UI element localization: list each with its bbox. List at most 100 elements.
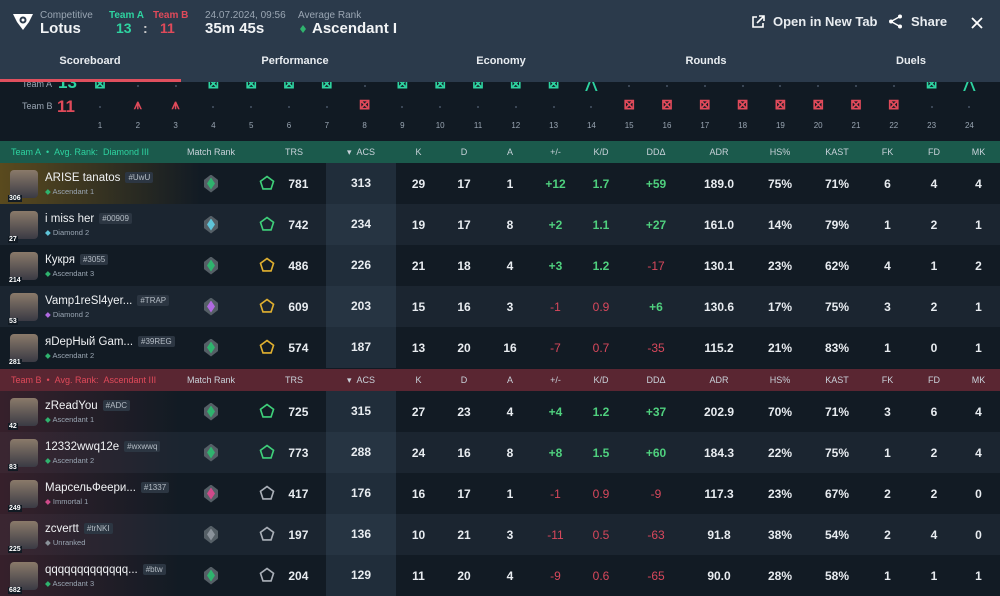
player-name[interactable]: i miss her [45,212,95,225]
tab-rounds[interactable]: Rounds [685,55,727,67]
player-info[interactable]: 281 яDepНый Gam... #39REG ◆ Ascendant 2 [0,327,180,368]
player-row[interactable]: 225 zcvertt #trNKI ◆ Unranked ⬠ 197 136 10 21 3 -1… [0,514,1000,555]
column-header[interactable]: ▾ ACS [326,147,396,158]
player-row[interactable]: 306 ARISE tanatos #UwU ◆ Ascendant 1 ⬠ 781 313… [0,163,1000,204]
column-header[interactable]: D [441,147,487,157]
tab-economy[interactable]: Economy [476,55,526,67]
round-elim-icon[interactable]: ⊠ [509,75,522,91]
column-header[interactable]: KAST [810,375,864,385]
stat-hs: 70% [767,404,793,419]
player-row[interactable]: 214 Кукря #3055 ◆ Ascendant 3 ⬠ 486 226 21 18 4 +3… [0,245,1000,286]
player-name[interactable]: zReadYou [45,399,98,412]
column-header[interactable]: Match Rank [180,375,242,385]
player-name[interactable]: яDepНый Gam... [45,335,134,348]
round-defuse-icon[interactable]: ⩚ [171,96,180,112]
column-header[interactable]: FD [911,147,957,157]
column-header[interactable]: FD [911,375,957,385]
round-elim-icon[interactable]: ⊠ [925,75,938,91]
column-header[interactable]: +/- [533,375,578,385]
player-row[interactable]: 249 МарсельФеери... #1337 ◆ Immortal 1 ⬠ 417 1… [0,473,1000,514]
player-name[interactable]: Vamp1reSl4yer... [45,294,133,307]
round-elim-icon[interactable]: ⊠ [698,96,711,112]
column-header[interactable]: +/- [533,147,578,157]
column-header[interactable]: A [487,375,533,385]
column-header[interactable]: TRS [242,375,326,385]
round-elim-icon[interactable]: ⊠ [887,96,900,112]
column-header[interactable]: A [487,147,533,157]
round-elim-icon[interactable]: ⊠ [812,96,825,112]
round-elim-icon[interactable]: ⊠ [94,75,106,91]
round-elim-icon[interactable]: ⊠ [661,96,673,112]
round-elim-icon[interactable]: ⊠ [774,96,787,112]
column-header[interactable]: MK [957,147,1000,157]
player-info[interactable]: 306 ARISE tanatos #UwU ◆ Ascendant 1 [0,163,180,204]
column-header[interactable]: TRS [242,147,326,157]
round-elim-icon[interactable]: ⊠ [320,75,333,91]
column-header[interactable]: FK [864,147,911,157]
column-header[interactable]: MK [957,375,1000,385]
player-info[interactable]: 27 i miss her #00909 ◆ Diamond 2 [0,204,180,245]
stat-k: 13 [411,340,426,355]
player-name[interactable]: zcvertt [45,522,79,535]
column-header[interactable]: KAST [810,147,864,157]
column-header-label: D [460,375,468,385]
round-elim-icon[interactable]: ⊠ [358,96,371,112]
player-row[interactable]: 53 Vamp1reSl4yer... #TRAP ◆ Diamond 2 ⬠ 609 20… [0,286,1000,327]
round-spike-icon[interactable]: ⋀ [963,75,976,91]
round-elim-icon[interactable]: ⊠ [245,75,258,91]
tab-performance[interactable]: Performance [261,55,329,67]
player-row[interactable]: 42 zReadYou #ADC ◆ Ascendant 1 ⬠ 725 315 27 23 4 +… [0,391,1000,432]
column-header[interactable]: K/D [578,147,624,157]
player-info[interactable]: 53 Vamp1reSl4yer... #TRAP ◆ Diamond 2 [0,286,180,327]
round-defuse-icon[interactable]: ⩚ [133,96,142,112]
stat-: +4 [548,404,563,419]
share-button[interactable]: Share [888,14,947,29]
column-header[interactable]: HS% [750,375,810,385]
round-spike-icon[interactable]: ⋀ [585,75,598,91]
player-name[interactable]: ARISE tanatos [45,171,121,184]
player-row[interactable]: 27 i miss her #00909 ◆ Diamond 2 ⬠ 742 234 19 17… [0,204,1000,245]
column-header[interactable]: K [396,375,441,385]
round-elim-icon[interactable]: ⊠ [283,75,295,91]
player-name[interactable]: qqqqqqqqqqqqq... [45,563,138,576]
tab-scoreboard[interactable]: Scoreboard [59,55,121,67]
column-header[interactable]: ADR [688,147,750,157]
column-header[interactable]: D [441,375,487,385]
column-header[interactable]: K/D [578,375,624,385]
column-header[interactable]: DDΔ [624,147,688,157]
player-info[interactable]: 83 12332wwq12e #wxwwq ◆ Ascendant 2 [0,432,180,473]
player-info[interactable]: 225 zcvertt #trNKI ◆ Unranked [0,514,180,555]
column-header[interactable]: Match Rank [180,147,242,157]
player-info[interactable]: 214 Кукря #3055 ◆ Ascendant 3 [0,245,180,286]
column-header[interactable]: ▾ ACS [326,375,396,386]
player-info[interactable]: 42 zReadYou #ADC ◆ Ascendant 1 [0,391,180,432]
player-row[interactable]: 281 яDepНый Gam... #39REG ◆ Ascendant 2 ⬠ 574… [0,327,1000,368]
round-elim-icon[interactable]: ⊠ [736,96,749,112]
player-name[interactable]: Кукря [45,253,75,266]
player-info[interactable]: 249 МарсельФеери... #1337 ◆ Immortal 1 [0,473,180,514]
player-name[interactable]: МарсельФеери... [45,481,136,494]
column-header[interactable]: K [396,147,441,157]
round-elim-icon[interactable]: ⊠ [434,75,447,91]
round-elim-icon[interactable]: ⊠ [850,96,862,112]
column-header[interactable]: HS% [750,147,810,157]
match-rank [180,174,242,193]
rank-icon: ◆ [45,309,53,319]
player-name[interactable]: 12332wwq12e [45,440,120,453]
tab-duels[interactable]: Duels [896,55,926,67]
round-elim-icon[interactable]: ⊠ [472,75,484,91]
player-info[interactable]: 682 qqqqqqqqqqqqq... #btw ◆ Ascendant 3 [0,555,180,596]
player-row[interactable]: 83 12332wwq12e #wxwwq ◆ Ascendant 2 ⬠ 773 288 2… [0,432,1000,473]
stat-adr: 161.0 [703,217,735,232]
open-in-new-tab-button[interactable]: Open in New Tab [751,14,878,29]
round-elim-icon[interactable]: ⊠ [207,75,220,91]
player-row[interactable]: 682 qqqqqqqqqqqqq... #btw ◆ Ascendant 3 ⬠ 204… [0,555,1000,596]
column-header[interactable]: ADR [688,375,750,385]
column-header[interactable]: FK [864,375,911,385]
column-header[interactable]: DDΔ [624,375,688,385]
round-empty-dot [628,85,631,87]
close-icon[interactable] [971,17,983,29]
round-elim-icon[interactable]: ⊠ [547,75,560,91]
round-elim-icon[interactable]: ⊠ [623,96,636,112]
round-elim-icon[interactable]: ⊠ [396,75,409,91]
